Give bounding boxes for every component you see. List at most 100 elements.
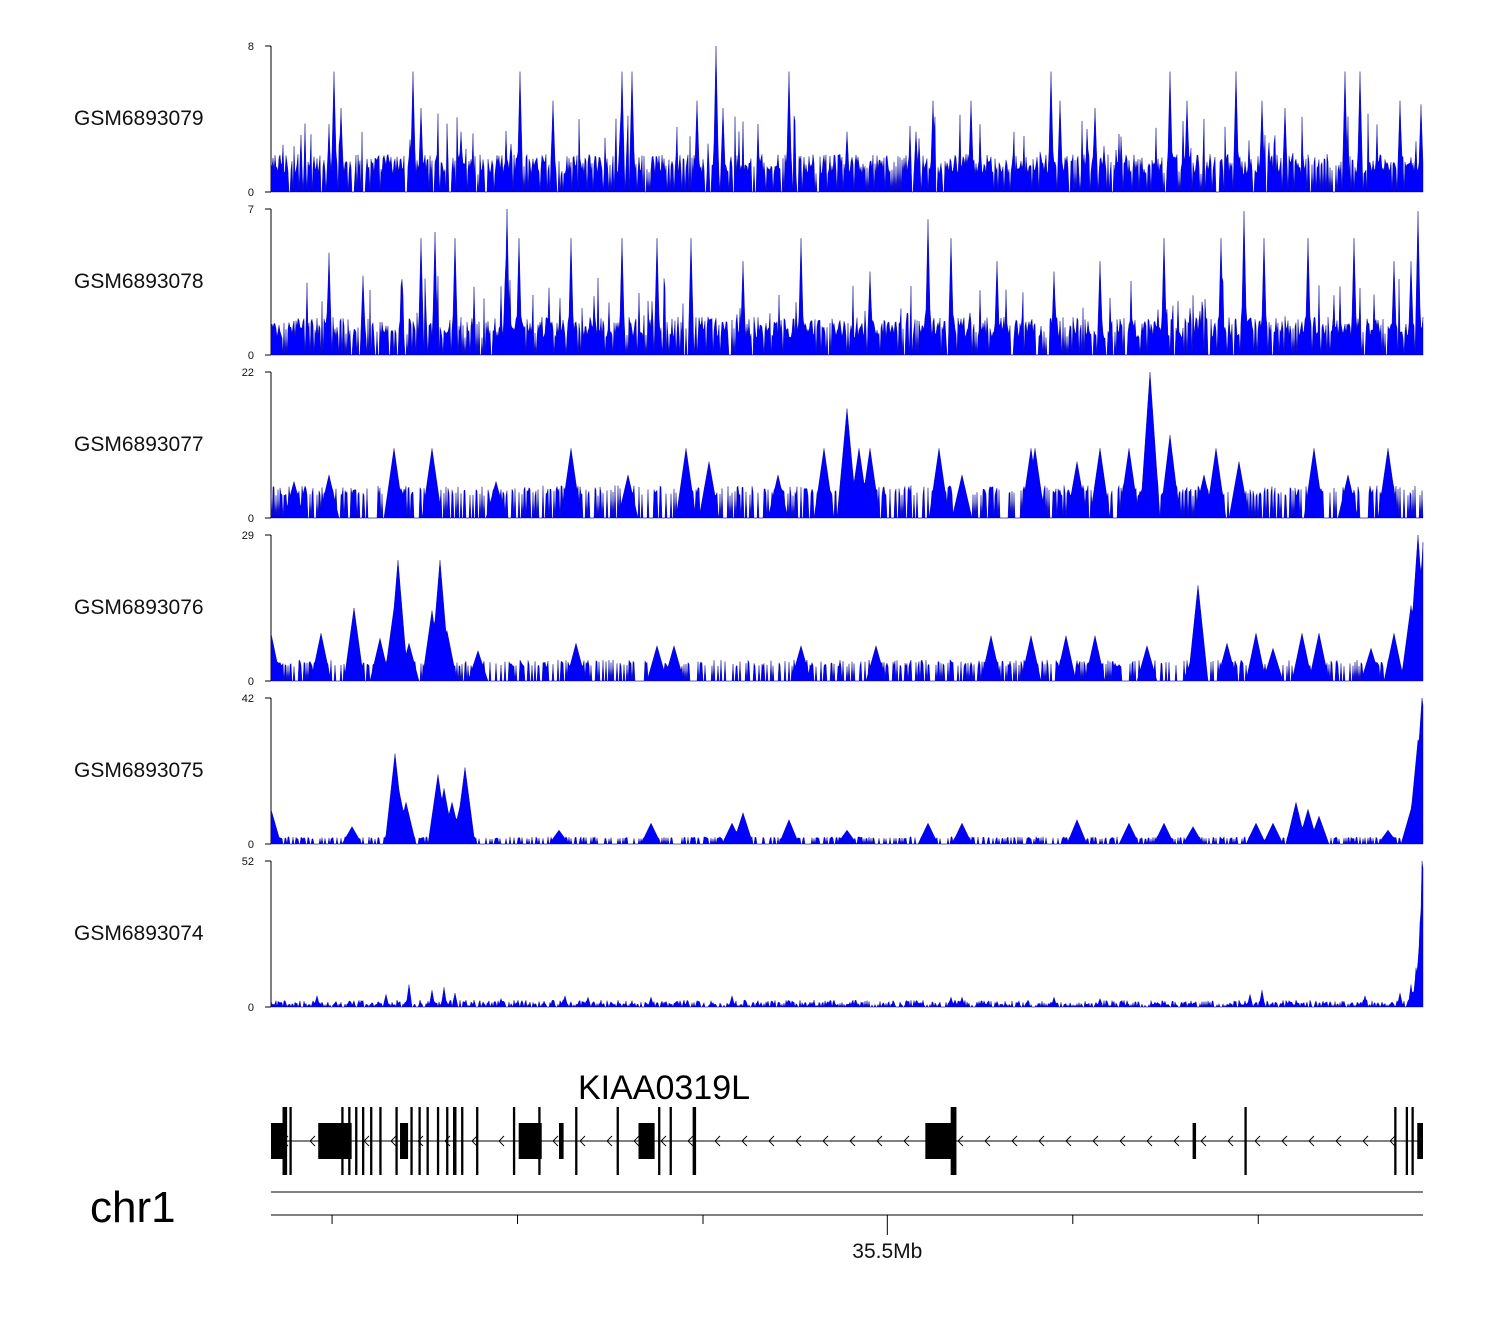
gene-exon [1394,1107,1397,1175]
y-tick-label-max: 8 [248,41,254,53]
strand-arrow [1281,1135,1288,1147]
gene-exon [410,1107,413,1175]
y-tick-label-max: 42 [242,693,254,705]
gene-exon [1417,1123,1423,1159]
strand-arrow [1119,1135,1126,1147]
y-tick-label-max: 7 [248,204,254,216]
strand-arrow [552,1135,559,1147]
axis-tick-label: 35.5Mb [852,1240,922,1263]
strand-arrow [984,1135,991,1147]
gene-exon [436,1107,440,1175]
y-tick-label-min: 0 [248,187,254,199]
gene-exon [355,1107,358,1175]
strand-arrow [1065,1135,1072,1147]
strand-arrow [417,1135,424,1147]
y-tick-label-min: 0 [248,839,254,851]
coverage-tracks: GSM6893079 8 0 GSM6893078 7 0 GSM6893077 22 0 GSM… [74,41,1424,1014]
genome-axis: chr1 35.5Mb [90,1183,1423,1263]
chromosome-label: chr1 [90,1183,176,1232]
strand-arrow [1254,1135,1261,1147]
gene-exon [538,1107,541,1175]
strand-arrow [498,1135,505,1147]
gene-exon [453,1107,457,1175]
gene-exon [289,1107,292,1175]
gene-exon [418,1107,421,1175]
coverage-area [270,45,1424,193]
y-tick-label-min: 0 [248,1002,254,1014]
gene-exon [426,1107,429,1175]
y-tick-label-max: 22 [242,367,254,379]
strand-arrow [957,1135,964,1147]
strand-arrow [1092,1135,1099,1147]
gene-exon [1192,1123,1197,1159]
strand-arrow [309,1135,316,1147]
strand-arrow [1308,1135,1315,1147]
strand-arrow [1011,1135,1018,1147]
y-tick-label-min: 0 [248,676,254,688]
strand-arrow [606,1135,613,1147]
strand-arrow [1200,1135,1207,1147]
gene-exon [1244,1107,1247,1175]
gene-exon [461,1107,464,1175]
y-tick-label-max: 52 [242,856,254,868]
strand-arrow [822,1135,829,1147]
gene-exon [616,1107,619,1175]
gene-exon [1411,1107,1414,1175]
track-label: GSM6893075 [74,759,204,782]
y-tick-label-min: 0 [248,350,254,362]
track-label: GSM6893078 [74,270,204,293]
gene-exon [512,1107,516,1175]
track-label: GSM6893076 [74,596,204,619]
strand-arrow [660,1135,667,1147]
gene-exon [658,1107,661,1175]
gene-exon [370,1107,373,1175]
gene-exon [575,1107,578,1175]
gene-exon [362,1107,365,1175]
gene-exon [925,1123,955,1159]
strand-arrow [579,1135,586,1147]
strand-arrow [795,1135,802,1147]
strand-arrow [1038,1135,1045,1147]
gene-exon [950,1107,957,1175]
strand-arrow [1146,1135,1153,1147]
coverage-area [270,371,1424,519]
strand-arrow [1173,1135,1180,1147]
gene-exon [518,1123,542,1159]
gene-exon [476,1107,479,1175]
strand-arrow [714,1135,721,1147]
coverage-area [270,208,1424,356]
track-label: GSM6893079 [74,107,204,130]
gene-exon [271,1123,285,1159]
y-tick-label-min: 0 [248,513,254,525]
strand-arrow [471,1135,478,1147]
strand-arrow [741,1135,748,1147]
strand-arrow [1389,1135,1396,1147]
gene-exon [400,1123,409,1159]
gene-exon [669,1107,672,1175]
y-tick-label-max: 29 [242,530,254,542]
strand-arrow [768,1135,775,1147]
gene-exon [282,1107,288,1175]
gene-track: KIAA0319L [271,1069,1423,1175]
track-label: GSM6893074 [74,922,204,945]
strand-arrow [390,1135,397,1147]
coverage-area [270,534,1424,682]
strand-arrow [633,1135,640,1147]
strand-arrow [687,1135,694,1147]
strand-arrow [903,1135,910,1147]
gene-exon [446,1107,449,1175]
gene-exon [395,1107,398,1175]
gene-exon [379,1107,382,1175]
gene-exon [638,1123,655,1159]
strand-arrow [1335,1135,1342,1147]
gene-exon [559,1123,564,1159]
strand-arrow [876,1135,883,1147]
strand-arrow [1227,1135,1234,1147]
gene-exon [348,1107,351,1175]
gene-exon [318,1123,352,1159]
coverage-area [270,697,1424,845]
gene-exon [1405,1107,1409,1175]
track-label: GSM6893077 [74,433,204,456]
gene-exon [692,1107,697,1175]
strand-arrow [849,1135,856,1147]
